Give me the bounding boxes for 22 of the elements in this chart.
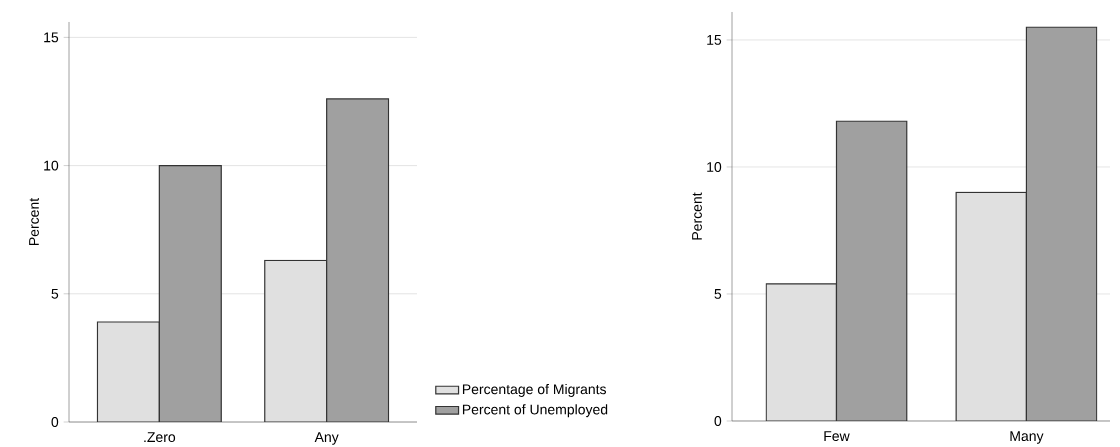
y-tick-label: 5 [714,289,722,299]
bar [158,164,222,422]
x-tick-label: .Zero [144,432,176,443]
bar [835,120,908,421]
y-tick-label: 15 [707,35,722,45]
y-tick-label: 5 [51,288,59,299]
y-tick-label: 0 [51,417,59,427]
y-axis-title: Percent [692,192,702,240]
y-tick-label: 10 [44,160,59,171]
y-tick-label: 10 [707,162,722,172]
y-axis-title: Percent [29,197,39,245]
legend-label: Percent of Unemployed [462,404,608,418]
bar [1025,26,1098,421]
x-tick-label: Few [824,431,850,442]
bar [765,283,838,421]
legend-label: Percentage of Migrants [462,383,607,397]
bar [955,191,1028,421]
x-tick-label: Many [1010,431,1044,444]
bar [326,98,390,422]
x-tick-label: Any [314,432,339,445]
y-tick-label: 0 [714,416,722,426]
y-tick-label: 15 [44,32,59,43]
